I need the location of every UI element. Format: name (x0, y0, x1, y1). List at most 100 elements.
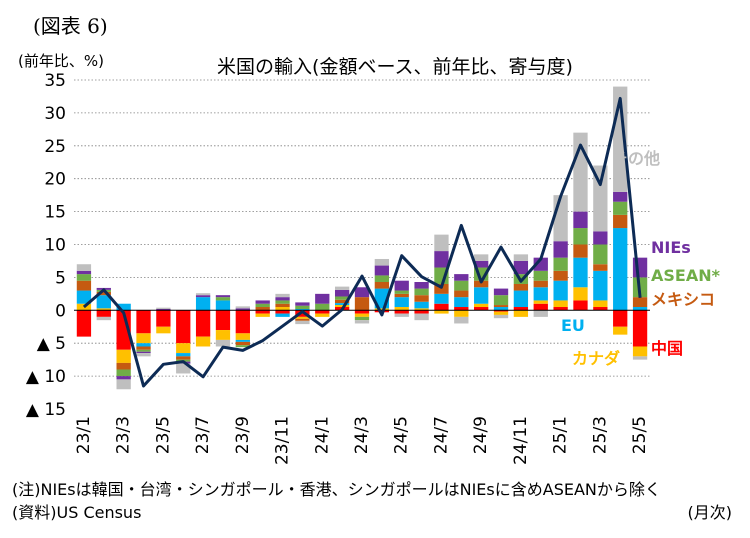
x-tick-label: 24/7 (431, 416, 451, 454)
bar-segment-china (613, 310, 628, 327)
bar-segment-canada (513, 310, 529, 317)
bar-segment-eu (632, 307, 648, 311)
bar-segment-other (354, 320, 370, 324)
y-tick-label: 20 (44, 170, 66, 190)
bar-segment-mexico (334, 299, 350, 304)
y-tick-label: 10 (44, 236, 66, 256)
bar-segment-china (354, 310, 370, 314)
bar-segment-mexico (354, 297, 370, 311)
bar-segment-nies (235, 308, 250, 311)
bar-segment-nies (613, 191, 628, 202)
bar-segment-canada (334, 305, 350, 308)
bar-segment-mexico (573, 244, 588, 258)
bar-segment-eu (295, 308, 310, 311)
bar-segment-nies (76, 270, 92, 275)
bar-segment-mexico (533, 280, 548, 288)
bar-segment-eu (513, 290, 529, 308)
bar-segment-mexico (275, 303, 290, 308)
bar-segment-other (533, 310, 548, 317)
bar-segment-eu (414, 301, 429, 309)
bar-segment-eu (215, 300, 231, 311)
bar-segment-china (136, 310, 151, 334)
bar-segment-china (593, 307, 608, 311)
bar-segment-mexico (632, 297, 648, 308)
bar-segment-other (493, 314, 509, 319)
bar-segment-eu (136, 343, 151, 347)
bar-segment-china (573, 300, 588, 311)
bar-segment-other (215, 339, 231, 347)
bar-segment-eu (195, 297, 211, 311)
x-tick-label: 25/5 (630, 416, 650, 454)
bar-segment-nies (295, 302, 310, 306)
bar-segment-china (255, 310, 270, 314)
bar-segment-asean (76, 274, 92, 281)
bar-segment-canada (275, 307, 290, 311)
bar-segment-eu (96, 295, 111, 309)
bar-segment-other (116, 379, 131, 390)
bar-segment-china (215, 310, 231, 331)
bar-segment-china (176, 310, 191, 344)
bar-segment-other (394, 313, 409, 317)
series-label-canada: カナダ (572, 349, 620, 368)
bar-segment-asean (215, 297, 231, 301)
bar-segment-asean (414, 288, 429, 296)
bar-segment-mexico (136, 346, 151, 350)
bar-segment-nies (493, 288, 509, 296)
series-label-mexico: メキシコ (651, 290, 715, 309)
bar-segment-other (295, 320, 310, 325)
y-tick-label: ▲ 15 (26, 400, 66, 420)
bar-segment-mexico (76, 280, 92, 291)
series-label-nies: NIEs (651, 238, 691, 257)
bar-segment-mexico (493, 305, 509, 308)
bar-segment-other (434, 234, 449, 252)
x-unit-label: (月次) (687, 503, 733, 522)
bar-segment-canada (176, 343, 191, 354)
bar-segment-nies (374, 265, 390, 276)
bar-segment-mexico (474, 280, 489, 288)
bar-segment-canada (533, 300, 548, 304)
bar-segment-china (553, 307, 568, 311)
bar-segment-nies (136, 351, 151, 354)
x-tick-label: 24/5 (392, 416, 412, 454)
bar-segment-asean (573, 228, 588, 245)
bar-segment-eu (613, 228, 628, 311)
bar-segment-canada (454, 310, 469, 317)
bar-segment-other (136, 353, 151, 357)
bar-segment-canada (195, 336, 211, 347)
bar-segment-nies (354, 287, 370, 298)
bar-segment-eu (533, 287, 548, 301)
series-label-asean: ASEAN* (651, 266, 721, 285)
bar-segment-eu (434, 293, 449, 304)
bar-segment-china (493, 310, 509, 312)
bar-segment-mexico (295, 318, 310, 321)
series-label-china: 中国 (651, 339, 683, 358)
bar-segment-mexico (255, 307, 270, 311)
bar-segment-nies (454, 274, 469, 281)
x-tick-label: 23/9 (233, 416, 253, 454)
bar-segment-other (632, 356, 648, 360)
figure-label: (図表 6) (33, 14, 108, 38)
bar-segment-china (76, 310, 92, 337)
bar-segment-asean (374, 275, 390, 283)
bar-segment-china (513, 307, 529, 311)
bar-segment-nies (195, 295, 211, 298)
y-tick-label: 15 (44, 203, 66, 223)
bar-segment-asean (553, 257, 568, 271)
bar-segment-mexico (414, 295, 429, 302)
bar-segment-asean (295, 305, 310, 309)
bar-segment-canada (573, 287, 588, 301)
bar-segment-canada (116, 349, 131, 363)
bar-segment-asean (315, 303, 330, 311)
bar-segment-eu (334, 303, 350, 306)
y-tick-label: 5 (55, 268, 66, 288)
bar-segment-china (295, 310, 310, 317)
bar-segment-canada (315, 313, 330, 317)
source-note: (資料)US Census (12, 503, 142, 522)
bar-segment-asean (593, 244, 608, 265)
bar-segment-nies (474, 260, 489, 268)
bar-segment-mexico (553, 270, 568, 281)
bar-segment-other (176, 363, 191, 374)
y-tick-label: 35 (44, 71, 66, 91)
bar-segment-canada (215, 330, 231, 340)
bar-segment-nies (573, 211, 588, 229)
